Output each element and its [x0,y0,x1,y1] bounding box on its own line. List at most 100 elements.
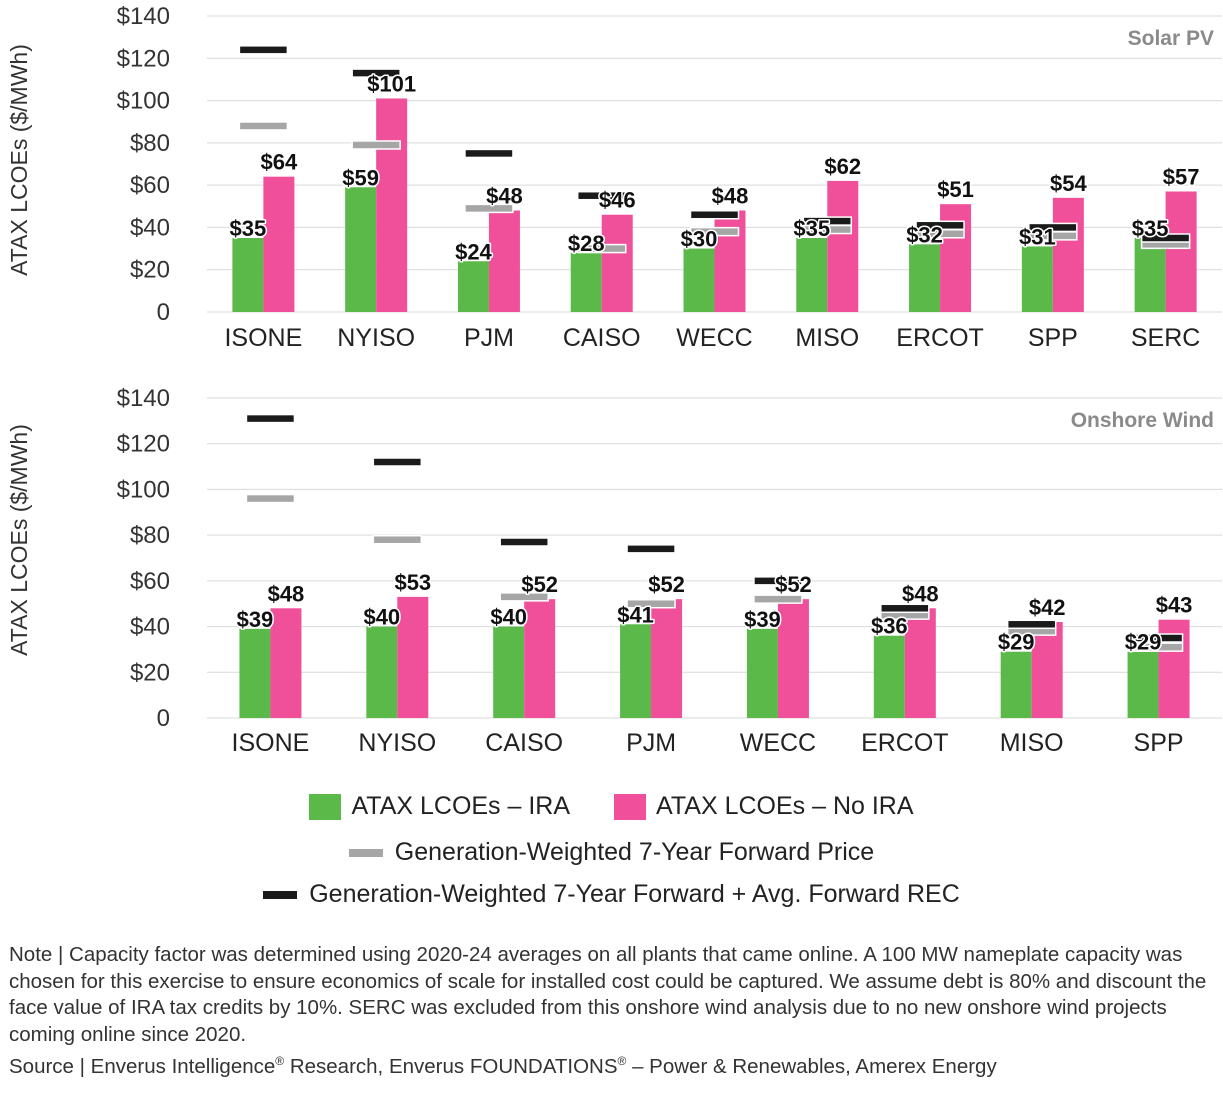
bar-no-ira-spp [1052,197,1084,312]
registered-mark-1: ® [275,1054,285,1069]
bar-ira-isone [239,628,271,718]
registered-mark-2: ® [617,1054,627,1069]
data-label-no-ira-pjm: $48 [486,184,523,209]
y-axis-label: ATAX LCOEs ($/MWh) [6,44,32,276]
data-label-no-ira-isone: $64 [261,150,298,175]
data-label-no-ira-serc: $57 [1163,164,1200,189]
footnote: Note | Capacity factor was determined us… [9,942,1214,1081]
marker-forward-rec-spp [1028,222,1078,233]
bar-no-ira-pjm [488,210,520,312]
y-tick-label: $120 [117,45,170,72]
bar-no-ira-nyiso [376,98,408,312]
marker-forward-rec-caiso [576,190,627,201]
data-label-ira-spp: $31 [1019,224,1056,249]
legend-label-forward-price: Generation-Weighted 7-Year Forward Price [394,838,875,866]
data-label-no-ira-ercot: $48 [902,581,939,606]
data-label-no-ira-spp: $43 [1156,593,1193,618]
data-label-ira-ercot: $32 [906,222,943,247]
y-tick-label: $20 [130,257,170,284]
data-label-no-ira-wecc: $48 [712,184,749,209]
legend-row-3: Generation-Weighted 7-Year Forward + Avg… [0,880,1223,909]
x-tick-label-spp: SPP [1134,729,1184,757]
legend-swatch-forward-rec [263,890,298,899]
x-tick-label-nyiso: NYISO [337,324,415,352]
x-tick-label-nyiso: NYISO [358,729,436,757]
x-tick-label-miso: MISO [1000,729,1064,757]
bar-ira-ercot [873,635,905,718]
legend-swatch-forward-price [348,848,383,857]
data-label-ira-caiso: $40 [490,605,527,630]
data-label-ira-pjm: $41 [617,602,654,627]
y-tick-label: 0 [157,705,170,732]
legend-item-no-ira: ATAX LCOEs – No IRA [614,792,914,821]
data-label-no-ira-miso: $42 [1029,595,1066,620]
bar-no-ira-caiso [524,599,556,718]
y-tick-label: $120 [117,431,170,458]
marker-forward-rec-nyiso [351,68,401,78]
y-tick-label: $60 [130,568,170,595]
marker-forward-rec-pjm [626,544,676,554]
note-text: Note | Capacity factor was determined us… [9,943,1207,1046]
x-tick-label-ercot: ERCOT [861,729,949,757]
y-tick-label: $100 [117,476,170,503]
bar-no-ira-wecc [777,599,809,718]
marker-forward-rec-pjm [464,148,514,159]
y-tick-label: $140 [117,3,170,30]
x-tick-label-spp: SPP [1028,324,1078,352]
y-tick-label: $80 [130,522,170,549]
legend-swatch-no-ira [614,793,647,820]
data-label-no-ira-ercot: $51 [937,177,974,202]
marker-forward-rec-ercot [880,603,930,614]
data-label-no-ira-pjm: $52 [648,572,685,597]
bar-ira-spp [1021,246,1053,312]
marker-forward-price-caiso [576,243,627,254]
bar-no-ira-ercot [940,204,972,312]
marker-forward-rec-miso [1006,619,1057,630]
y-tick-label: $20 [130,659,170,686]
y-tick-label: $60 [130,172,170,199]
x-tick-label-serc: SERC [1131,324,1200,352]
legend-label-forward-rec: Generation-Weighted 7-Year Forward + Avg… [309,880,960,908]
marker-forward-price-isone [245,493,296,504]
bar-ira-miso [1000,651,1032,718]
panel-title: Solar PV [1128,27,1214,50]
bar-ira-ercot [909,244,941,312]
y-tick-label: $80 [130,130,170,157]
bar-no-ira-miso [827,180,859,312]
data-label-ira-isone: $39 [237,607,274,632]
bar-ira-pjm [457,261,489,312]
bar-no-ira-nyiso [397,596,429,718]
marker-forward-rec-miso [802,216,853,226]
marker-forward-price-spp [1133,642,1184,652]
marker-forward-rec-isone [238,45,289,55]
bar-no-ira-caiso [601,214,633,312]
bar-ira-nyiso [345,187,377,312]
x-tick-label-isone: ISONE [224,324,302,352]
legend-swatch-ira [309,793,342,820]
data-label-ira-ercot: $36 [871,614,908,639]
legend-item-forward-price: Generation-Weighted 7-Year Forward Price [348,838,875,867]
x-tick-label-pjm: PJM [464,324,514,352]
bar-ira-isone [232,238,264,312]
bar-ira-nyiso [366,626,398,718]
y-tick-label: $140 [117,385,170,412]
onshore-wind-panel: 0 $20 $40 $60 $80 $100 $120 $140 ATAX LCOEs ($/M… [6,385,1222,757]
bar-ira-spp [1127,651,1159,718]
bar-no-ira-wecc [714,210,746,312]
data-label-no-ira-caiso: $52 [521,572,558,597]
marker-forward-rec-spp [1133,633,1184,643]
legend-item-forward-rec: Generation-Weighted 7-Year Forward + Avg… [263,880,960,909]
data-label-ira-wecc: $30 [681,227,718,252]
marker-forward-price-nyiso [372,534,423,545]
bar-ira-serc [1134,238,1166,312]
data-label-ira-miso: $35 [793,216,830,241]
marker-forward-price-isone [238,121,289,131]
marker-forward-rec-caiso [499,537,549,547]
bar-no-ira-pjm [651,599,683,718]
chart-area: 0 $20 $40 $60 $80 $100 $120 $140 ATAX LCOEs ($/M… [6,3,1222,757]
legend-row-2: Generation-Weighted 7-Year Forward Price [0,838,1223,867]
bar-no-ira-miso [1031,622,1063,718]
panel-title: Onshore Wind [1071,409,1214,432]
x-tick-label-miso: MISO [795,324,859,352]
data-label-ira-pjm: $24 [455,239,492,264]
